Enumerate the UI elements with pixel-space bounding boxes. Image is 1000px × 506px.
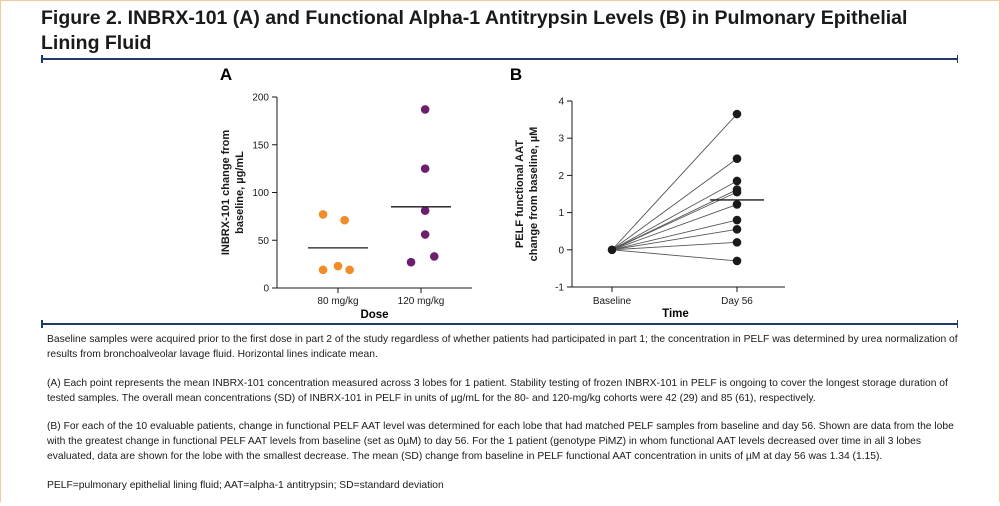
panel-b-day56-point [732,238,742,247]
panel-a-data-point [420,105,430,114]
panel-b-day56-point [732,215,742,225]
panel-b-y-tick-label: 2 [558,171,564,182]
panel-b-day56-point [732,109,742,119]
note-panel-b: (B) For each of the 10 evaluable patient… [47,421,954,462]
figure-title: Figure 2. INBRX-101 (A) and Functional A… [41,7,908,54]
top-divider [41,55,958,62]
panel-a-y-tick-label: 100 [252,188,269,199]
panel-b-day56-point [732,200,742,209]
panel-a-y-axis-label-line: baseline, µg/mL [234,151,246,234]
panel-a-data-point [429,252,439,261]
panel-b-day56-point [732,225,742,234]
panel-b-patient-line [611,203,738,251]
panel-b-x-tick-label: Baseline [593,296,632,307]
figure-notes: Baseline samples were acquired prior to … [47,332,967,506]
panel-b-patient-line [611,180,738,251]
figure-panels: A INBRX-101 change from baseline, µg/mL D… [220,65,785,321]
panel-b-y-axis-label-line: change from baseline, µM [528,127,540,262]
panel-a: A INBRX-101 change from baseline, µg/mL D… [220,65,472,321]
panel-b: B PELF functional AAT change from baselin… [510,65,785,320]
panel-a-data-point [420,206,430,215]
panel-a-data-point [345,265,354,275]
frame-top-border [0,0,1000,1]
panel-b-y-tick-label: -1 [555,283,564,294]
panel-b-patient-line [611,191,738,251]
panel-b-y-tick-label: 0 [558,245,564,256]
panel-b-patient-line [611,241,738,251]
note-abbreviations: PELF=pulmonary epithelial lining fluid; … [47,479,444,491]
panel-a-data-point [333,261,343,271]
bottom-divider [41,320,958,327]
panel-a-x-tick-label: 120 mg/kg [398,296,445,307]
panel-b-y-axis-label-line: PELF functional AAT [514,140,526,248]
panel-b-x-axis-label: Time [662,308,689,320]
note-general: Baseline samples were acquired prior to … [47,334,958,360]
note-panel-a: (A) Each point represents the mean INBRX… [47,377,948,404]
panel-b-marks [607,109,764,266]
panel-a-x-axis-label: Dose [360,309,388,321]
panel-a-y-axis-label: INBRX-101 change from baseline, µg/mL [220,130,246,256]
panel-b-y-tick-label: 4 [558,97,564,108]
panel-b-y-axis-label: PELF functional AAT change from baseline,… [514,127,540,262]
panel-b-patient-line [611,113,738,251]
panel-b-day56-point [732,176,742,186]
frame-left-border [0,0,1,502]
panel-a-label: A [220,65,232,84]
panel-a-data-point [406,257,416,267]
panel-b-baseline-point [607,245,617,255]
panel-b-patient-line [611,158,738,251]
panel-a-y-tick-label: 150 [252,140,269,151]
panel-a-y-tick-label: 200 [252,93,269,104]
panel-a-x-tick-label: 80 mg/kg [317,296,358,307]
panel-a-y-tick-label: 0 [263,284,269,295]
panel-b-day56-point [732,187,742,197]
panel-b-patient-line [611,249,738,262]
panel-a-data-point [340,215,349,225]
panel-a-axes: 0 50 100 150 200 80 mg/kg 120 mg/kg [252,93,472,307]
panel-a-y-axis-label-line: INBRX-101 change from [220,130,232,256]
panel-b-x-tick-label: Day 56 [721,296,753,307]
panel-b-patient-line [611,219,738,251]
panel-a-data-point [318,210,328,219]
panel-b-day56-point [732,154,742,163]
panel-b-y-tick-label: 3 [558,134,564,145]
panel-b-day56-point [732,256,742,266]
panel-a-marks [308,105,451,275]
panel-b-label: B [510,65,522,84]
panel-b-axes: -1 0 1 2 3 4 Baseline Day 56 [555,97,785,307]
panel-a-y-tick-label: 50 [258,236,270,247]
panel-a-data-point [318,265,328,275]
panel-a-data-point [420,230,430,239]
panel-b-patient-line [611,228,738,251]
panel-b-y-tick-label: 1 [558,208,564,219]
panel-a-data-point [420,164,430,173]
